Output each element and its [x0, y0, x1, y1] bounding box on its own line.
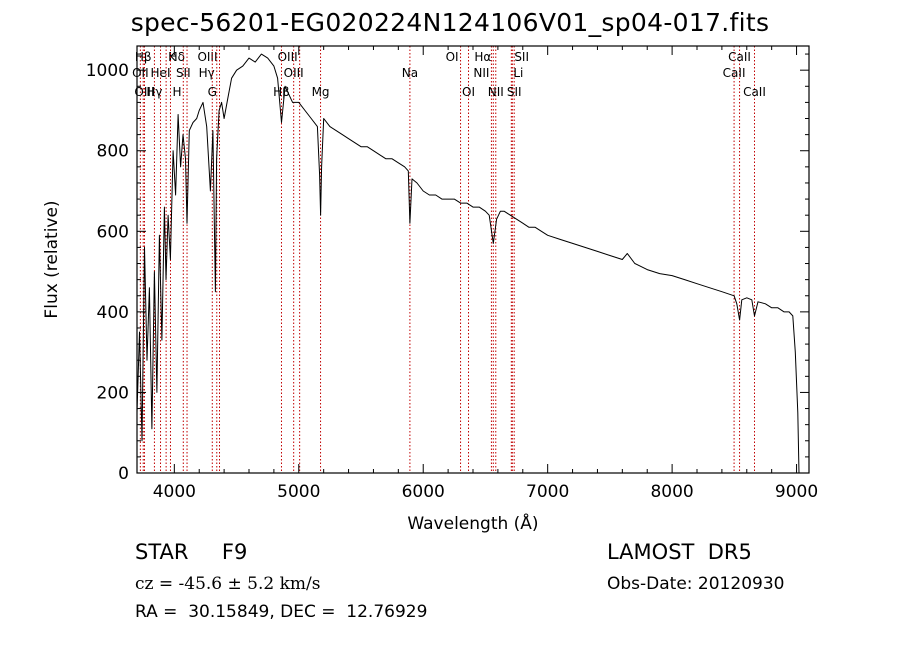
coordinates-readout: RA = 30.15849, DEC = 12.76929	[135, 602, 428, 622]
line-marker-label-10: HeI	[151, 66, 171, 80]
x-tick-label-5: 9000	[775, 482, 818, 502]
y-tick-label-0: 0	[118, 464, 129, 484]
line-marker-label-8: CaII	[728, 50, 751, 64]
x-tick-label-1: 5000	[277, 482, 320, 502]
line-marker-label-6: Hα	[474, 50, 491, 64]
chart-title: spec-56201-EG020224N124106V01_sp04-017.f…	[130, 8, 770, 37]
survey-label: LAMOST DR5	[607, 540, 752, 564]
line-marker-label-3: OIII	[197, 50, 217, 64]
object-class-label: STAR F9	[135, 540, 248, 564]
line-marker-label-9: OII	[132, 66, 149, 80]
y-tick-label-5: 1000	[86, 61, 129, 81]
y-tick-label-2: 400	[97, 303, 129, 323]
axes-group: 4000 5000 6000 7000 8000 9000 0 200 400 600 800 100…	[86, 46, 818, 502]
observation-date: Obs-Date: 20120930	[607, 574, 785, 594]
line-marker-label-18: OIII	[134, 85, 154, 99]
line-marker-label-25: NII	[488, 85, 504, 99]
x-axis-label: Wavelength (Å)	[407, 512, 538, 534]
redshift-readout: cz = -45.6 ± 5.2 km/s	[135, 574, 321, 594]
x-tick-label-3: 7000	[526, 482, 569, 502]
y-tick-label-1: 200	[97, 383, 129, 403]
line-marker-label-15: NII	[473, 66, 489, 80]
line-marker-label-7: SII	[514, 50, 529, 64]
line-marker-label-20: H	[172, 85, 181, 99]
line-marker-label-27: CaII	[743, 85, 766, 99]
y-axis-label: Flux (relative)	[42, 200, 62, 318]
spectrum-line-0	[136, 53, 800, 474]
line-marker-label-24: OI	[462, 85, 475, 99]
line-marker-label-13: OIII	[284, 66, 304, 80]
spectrum-series	[136, 53, 800, 474]
x-tick-label-0: 4000	[153, 482, 196, 502]
line-marker-label-4: OIII	[278, 50, 298, 64]
line-marker-label-1: K	[168, 50, 177, 64]
line-marker-label-26: SII	[507, 85, 522, 99]
x-tick-label-2: 6000	[402, 482, 445, 502]
y-tick-label-4: 800	[97, 142, 129, 162]
line-marker-label-17: CaII	[723, 66, 746, 80]
line-marker-label-2: Hδ	[169, 50, 185, 64]
line-marker-label-0: Hβ	[135, 50, 152, 64]
line-marker-label-14: Na	[402, 66, 418, 80]
line-marker-label-11: SII	[176, 66, 191, 80]
line-marker-label-12: Hγ	[199, 66, 215, 80]
line-marker-label-23: Mg	[312, 85, 330, 99]
line-marker-label-21: G	[208, 85, 217, 99]
line-marker-label-19: Hγ	[146, 85, 162, 99]
x-tick-label-4: 8000	[650, 482, 693, 502]
line-marker-label-5: OI	[446, 50, 459, 64]
y-tick-label-3: 600	[97, 222, 129, 242]
plot-frame	[136, 45, 810, 474]
line-marker-label-16: Li	[513, 66, 523, 80]
